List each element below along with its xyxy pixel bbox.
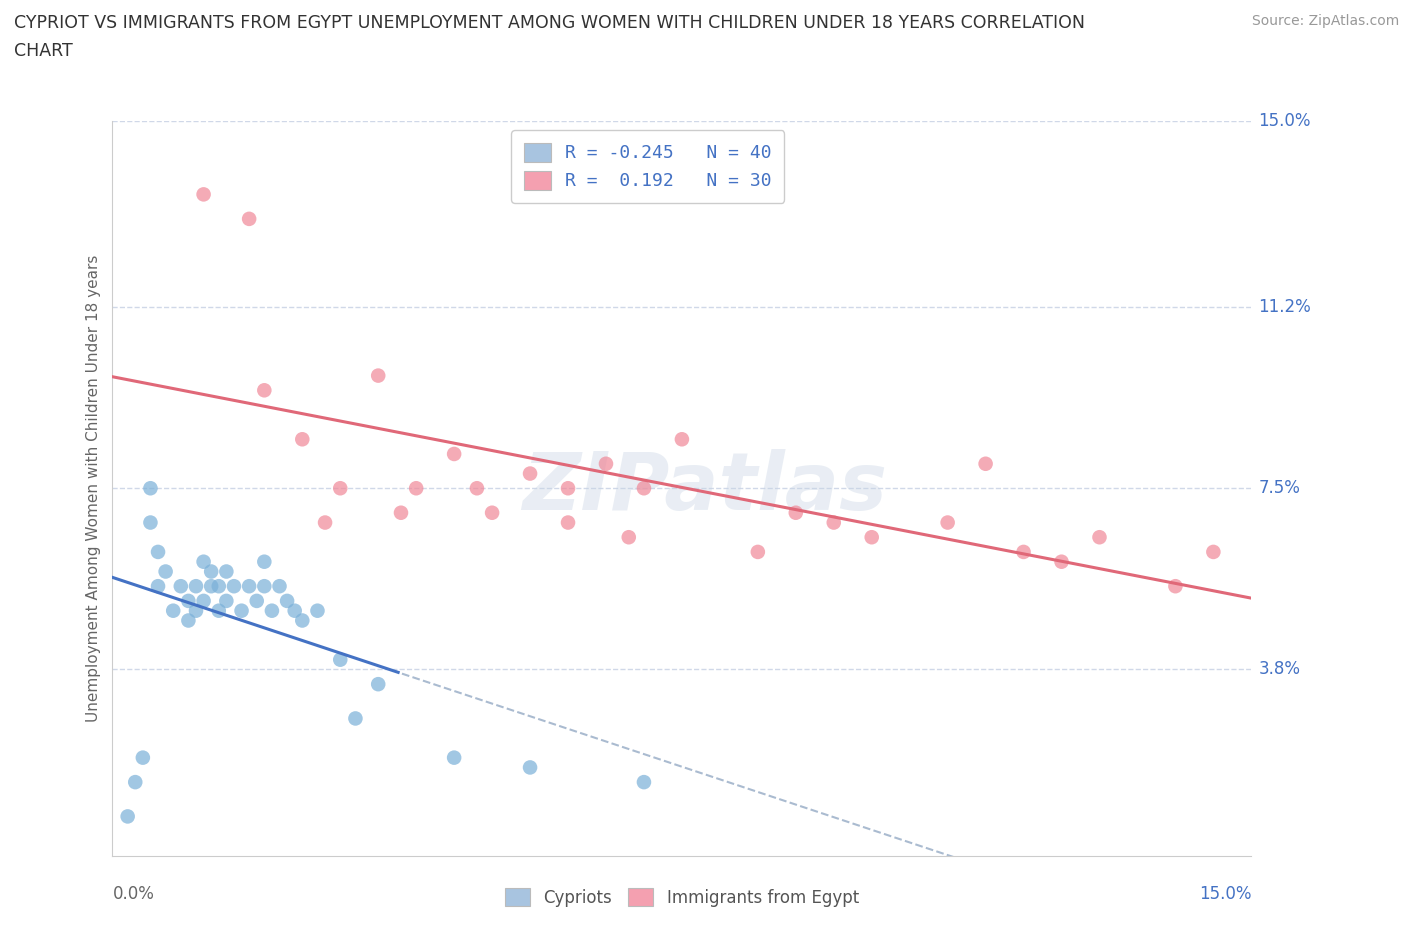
Point <box>222 578 245 593</box>
Point <box>246 593 269 608</box>
Point <box>443 751 465 765</box>
Point <box>117 809 139 824</box>
Point <box>633 775 655 790</box>
Point <box>671 432 693 446</box>
Point <box>124 775 146 790</box>
Point <box>155 565 177 579</box>
Point <box>291 613 314 628</box>
Point <box>139 481 162 496</box>
Point <box>139 515 162 530</box>
Point <box>617 530 640 545</box>
Point <box>785 505 807 520</box>
Point <box>260 604 283 618</box>
Point <box>974 457 997 472</box>
Text: 15.0%: 15.0% <box>1258 112 1310 130</box>
Point <box>595 457 617 472</box>
Point <box>146 544 169 559</box>
Text: CYPRIOT VS IMMIGRANTS FROM EGYPT UNEMPLOYMENT AMONG WOMEN WITH CHILDREN UNDER 18: CYPRIOT VS IMMIGRANTS FROM EGYPT UNEMPLO… <box>14 14 1085 32</box>
Point <box>1088 530 1111 545</box>
Point <box>253 554 276 569</box>
Point <box>291 432 314 446</box>
Point <box>633 481 655 496</box>
Point <box>177 593 200 608</box>
Point <box>146 578 169 593</box>
Point <box>557 481 579 496</box>
Point <box>253 578 276 593</box>
Text: 11.2%: 11.2% <box>1258 298 1312 316</box>
Point <box>367 677 389 692</box>
Point <box>557 515 579 530</box>
Point <box>389 505 412 520</box>
Text: Source: ZipAtlas.com: Source: ZipAtlas.com <box>1251 14 1399 28</box>
Point <box>307 604 329 618</box>
Point <box>747 544 769 559</box>
Point <box>238 578 260 593</box>
Point <box>314 515 336 530</box>
Point <box>208 578 231 593</box>
Point <box>860 530 883 545</box>
Point <box>132 751 155 765</box>
Point <box>823 515 845 530</box>
Point <box>1050 554 1073 569</box>
Point <box>329 481 352 496</box>
Point <box>231 604 253 618</box>
Text: 7.5%: 7.5% <box>1258 479 1301 498</box>
Point <box>193 187 215 202</box>
Point <box>367 368 389 383</box>
Text: CHART: CHART <box>14 42 73 60</box>
Point <box>184 578 207 593</box>
Point <box>519 466 541 481</box>
Point <box>177 613 200 628</box>
Text: 0.0%: 0.0% <box>112 885 155 903</box>
Y-axis label: Unemployment Among Women with Children Under 18 years: Unemployment Among Women with Children U… <box>86 255 101 722</box>
Point <box>215 593 238 608</box>
Point <box>405 481 427 496</box>
Text: 15.0%: 15.0% <box>1199 885 1251 903</box>
Point <box>162 604 184 618</box>
Point <box>284 604 307 618</box>
Point <box>1164 578 1187 593</box>
Point <box>253 383 276 398</box>
Point <box>238 211 260 226</box>
Point <box>481 505 503 520</box>
Legend: Cypriots, Immigrants from Egypt: Cypriots, Immigrants from Egypt <box>498 882 866 913</box>
Point <box>329 652 352 667</box>
Point <box>276 593 298 608</box>
Point <box>200 578 222 593</box>
Point <box>184 604 207 618</box>
Point <box>443 446 465 461</box>
Text: ZIPatlas: ZIPatlas <box>522 449 887 527</box>
Point <box>465 481 488 496</box>
Point <box>200 565 222 579</box>
Point <box>936 515 959 530</box>
Point <box>208 604 231 618</box>
Point <box>269 578 291 593</box>
Text: 3.8%: 3.8% <box>1258 660 1301 679</box>
Point <box>193 554 215 569</box>
Point <box>1012 544 1035 559</box>
Point <box>193 593 215 608</box>
Point <box>1202 544 1225 559</box>
Point <box>344 711 367 726</box>
Point <box>170 578 193 593</box>
Point <box>519 760 541 775</box>
Point <box>215 565 238 579</box>
